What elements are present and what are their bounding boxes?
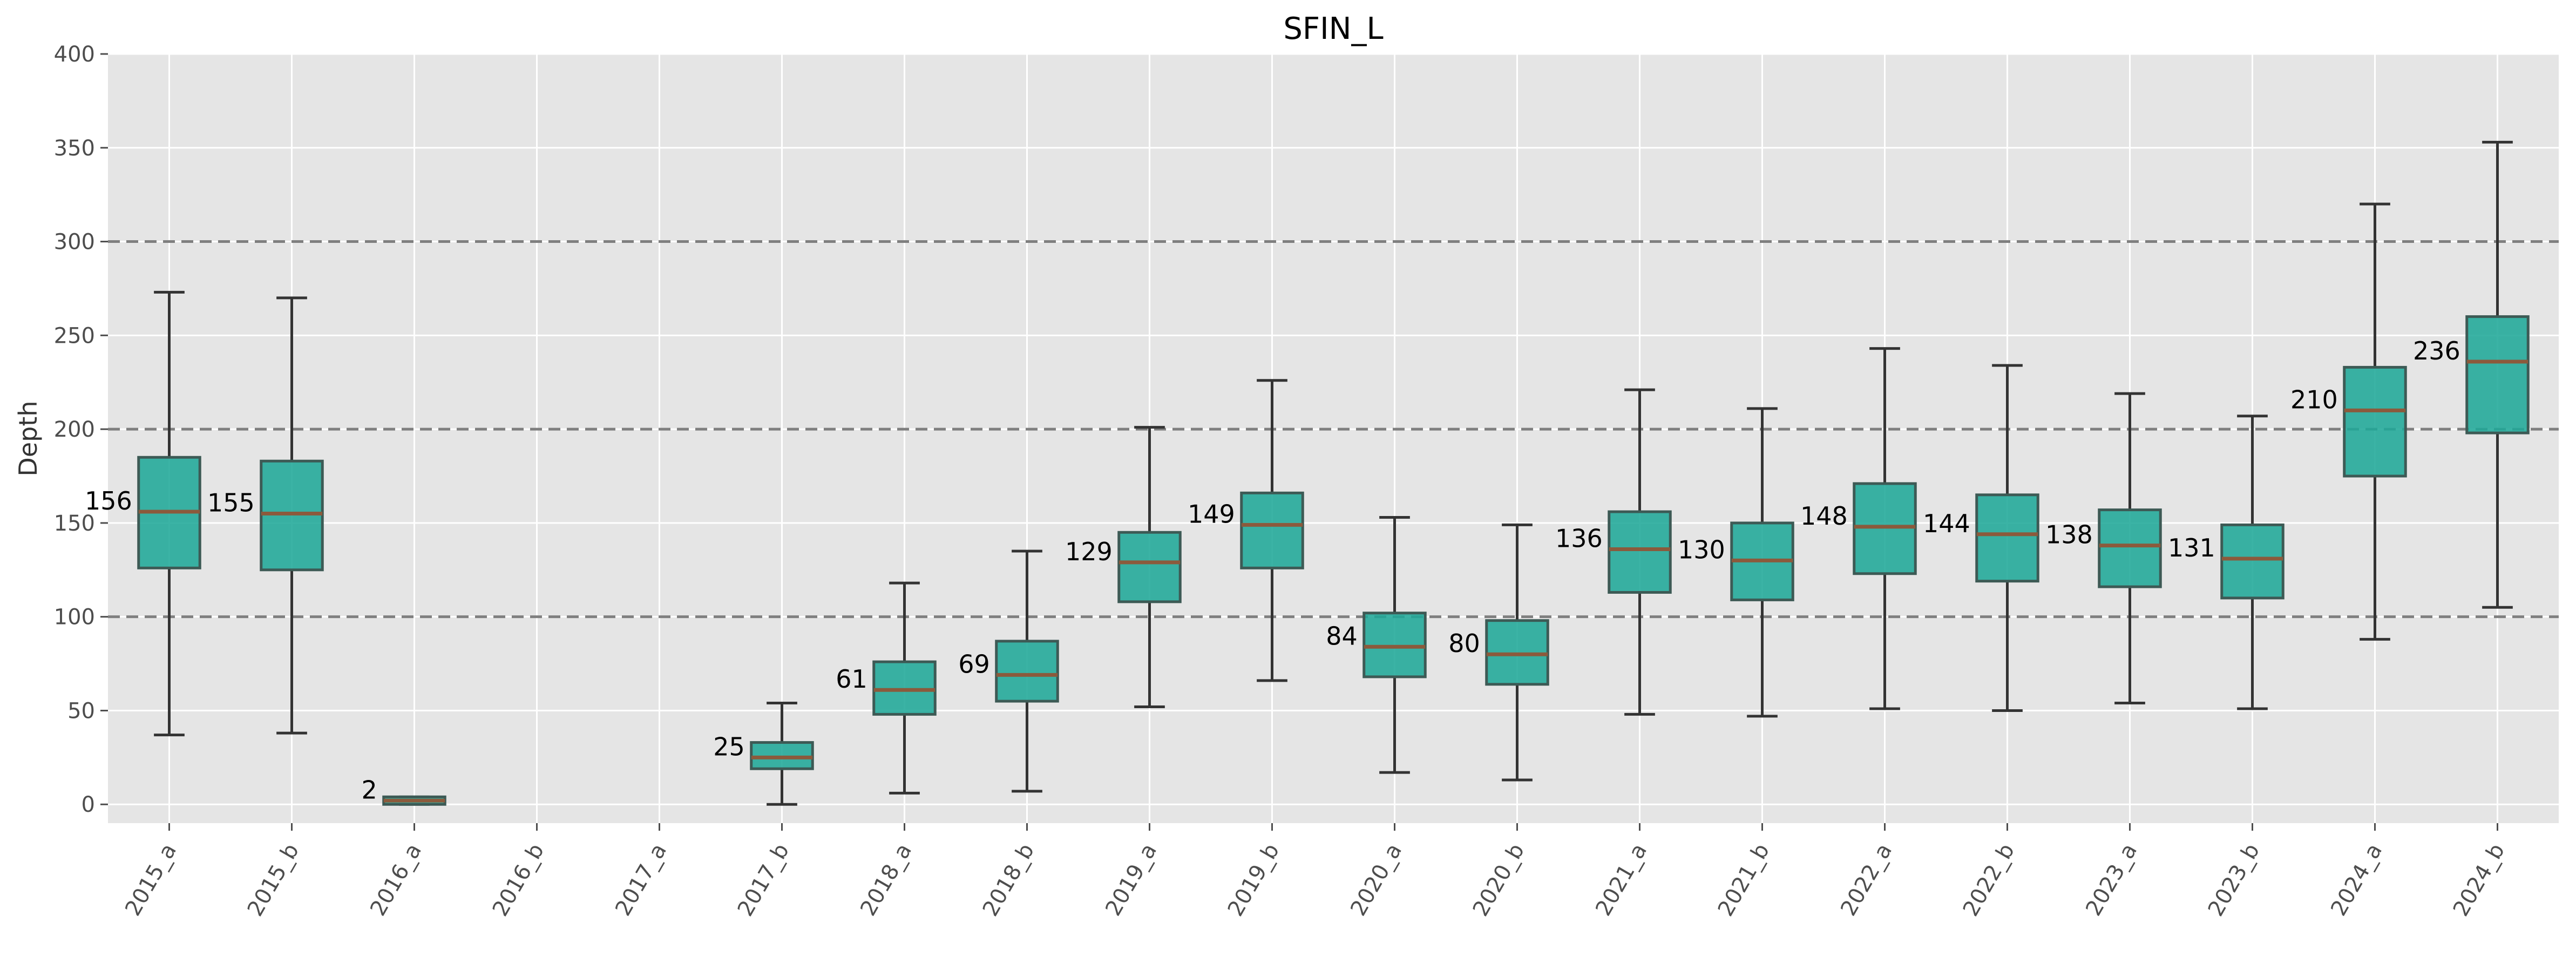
median-label: 136 bbox=[1555, 524, 1603, 553]
y-tick-label: 0 bbox=[82, 792, 95, 817]
y-tick-label: 200 bbox=[54, 417, 95, 442]
median-label: 61 bbox=[836, 664, 867, 694]
box-2018_a: 61 bbox=[836, 581, 937, 795]
y-tick-labels: 0 50 100 150 200 250 300 350 400 bbox=[54, 42, 108, 817]
box-2018_b: 69 bbox=[958, 549, 1059, 793]
box-2022_b: 144 bbox=[1923, 364, 2039, 712]
median-label: 138 bbox=[2045, 520, 2093, 549]
y-axis-label: Depth bbox=[13, 401, 43, 476]
y-tick-label: 100 bbox=[54, 605, 95, 630]
y-tick-label: 150 bbox=[54, 511, 95, 536]
y-tick-label: 350 bbox=[54, 136, 95, 161]
box-body bbox=[1975, 493, 2039, 583]
box-2024_b: 236 bbox=[2413, 140, 2530, 609]
box-body bbox=[1608, 510, 1672, 594]
median-label: 148 bbox=[1800, 501, 1848, 531]
chart-title: SFIN_L bbox=[1283, 11, 1383, 46]
median-label: 236 bbox=[2413, 336, 2460, 365]
median-label: 69 bbox=[958, 649, 990, 678]
median-label: 144 bbox=[1923, 509, 1970, 538]
box-body bbox=[2465, 315, 2530, 435]
box-2020_a: 84 bbox=[1326, 515, 1427, 774]
median-label: 149 bbox=[1188, 499, 1235, 528]
median-label: 2 bbox=[361, 775, 377, 804]
box-body bbox=[1240, 491, 1304, 569]
box-2021_b: 130 bbox=[1678, 407, 1794, 718]
box-2023_b: 131 bbox=[2168, 415, 2284, 710]
box-body bbox=[995, 640, 1059, 703]
median-label: 155 bbox=[207, 488, 255, 518]
box-body bbox=[1117, 531, 1182, 603]
y-tick-label: 300 bbox=[54, 230, 95, 255]
box-2016_a: 2 bbox=[361, 775, 446, 806]
box-2020_b: 80 bbox=[1448, 523, 1549, 782]
box-2019_a: 129 bbox=[1065, 426, 1182, 709]
median-label: 25 bbox=[713, 732, 745, 761]
box-2015_b: 155 bbox=[207, 296, 324, 735]
box-2024_a: 210 bbox=[2290, 202, 2407, 641]
median-label: 84 bbox=[1326, 621, 1358, 650]
boxes: 156 155 2 25 61 69 129 149 84 80 136 130 148 144 138 13… bbox=[85, 140, 2530, 806]
box-2023_a: 138 bbox=[2045, 392, 2162, 705]
median-label: 156 bbox=[85, 486, 132, 515]
box-2017_b: 25 bbox=[713, 702, 814, 806]
box-body bbox=[2098, 508, 2162, 588]
reference-lines bbox=[108, 240, 2559, 619]
box-2019_b: 149 bbox=[1188, 379, 1304, 682]
median-label: 80 bbox=[1448, 629, 1480, 658]
median-label: 130 bbox=[1678, 535, 1725, 564]
median-label: 210 bbox=[2290, 385, 2338, 414]
y-tick-label: 50 bbox=[67, 698, 95, 723]
median-label: 129 bbox=[1065, 537, 1113, 566]
box-2022_a: 148 bbox=[1800, 347, 1917, 710]
median-label: 131 bbox=[2168, 533, 2215, 562]
plot-area bbox=[108, 54, 2559, 823]
box-2015_a: 156 bbox=[85, 290, 201, 737]
box-body bbox=[2220, 523, 2284, 600]
y-tick-label: 400 bbox=[54, 42, 95, 67]
box-2021_a: 136 bbox=[1555, 388, 1672, 716]
box-body bbox=[2343, 365, 2407, 478]
y-tick-label: 250 bbox=[54, 323, 95, 348]
